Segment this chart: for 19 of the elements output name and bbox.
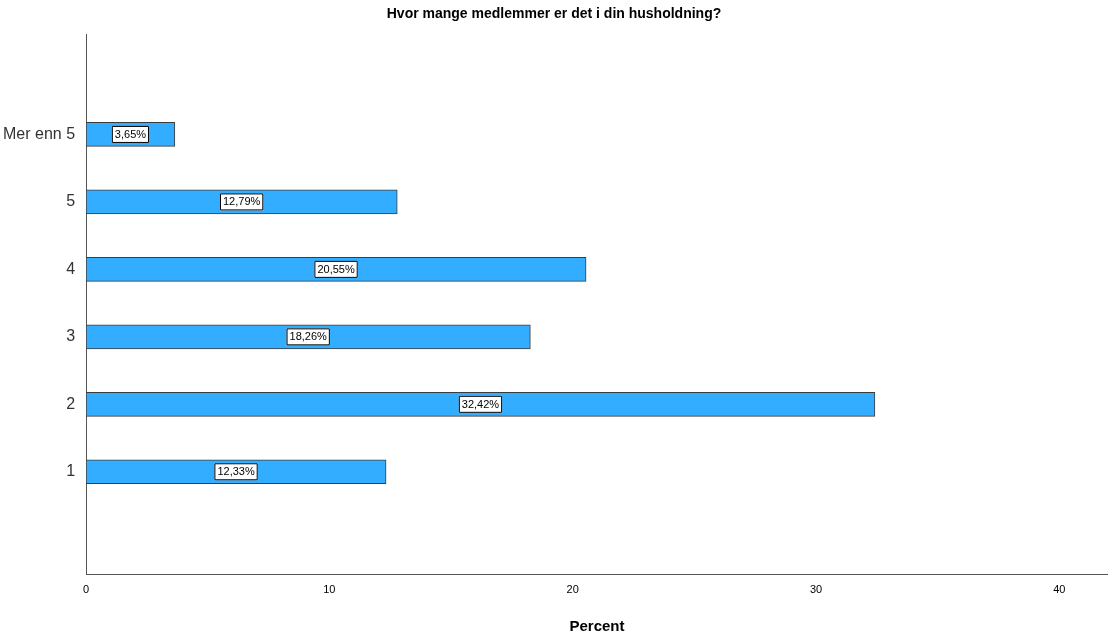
x-tick-label: 0 xyxy=(82,583,90,596)
y-tick-label: 5 xyxy=(66,192,76,210)
y-tick-label: 1 xyxy=(66,462,76,480)
y-tick-label: 4 xyxy=(66,259,76,277)
data-label: 12,33% xyxy=(217,465,255,478)
x-axis-title: Percent xyxy=(569,617,625,635)
data-label: 12,79% xyxy=(222,195,261,208)
y-tick-label: 2 xyxy=(66,394,76,412)
x-tick-label: 30 xyxy=(809,583,823,596)
x-tick-label: 40 xyxy=(1053,583,1066,596)
x-tick-label: 10 xyxy=(323,583,336,596)
data-label: 20,55% xyxy=(317,262,355,275)
y-tick-label: 3 xyxy=(66,327,76,345)
x-tick-label: 20 xyxy=(566,583,579,596)
data-label: 3,65% xyxy=(114,127,147,140)
chart-title: Hvor mange medlemmer er det i din husholdning? xyxy=(386,5,722,22)
y-tick-label: Mer enn 5 xyxy=(2,124,76,142)
data-label: 32,42% xyxy=(461,397,500,410)
data-label: 18,26% xyxy=(289,330,328,343)
